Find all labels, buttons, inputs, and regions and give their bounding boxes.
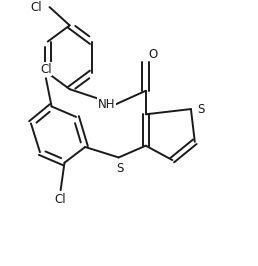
Text: S: S xyxy=(116,162,124,175)
Text: Cl: Cl xyxy=(30,1,42,14)
Text: NH: NH xyxy=(98,98,116,111)
Text: O: O xyxy=(148,48,158,61)
Text: S: S xyxy=(197,103,205,115)
Text: Cl: Cl xyxy=(40,63,52,76)
Text: Cl: Cl xyxy=(55,193,67,206)
